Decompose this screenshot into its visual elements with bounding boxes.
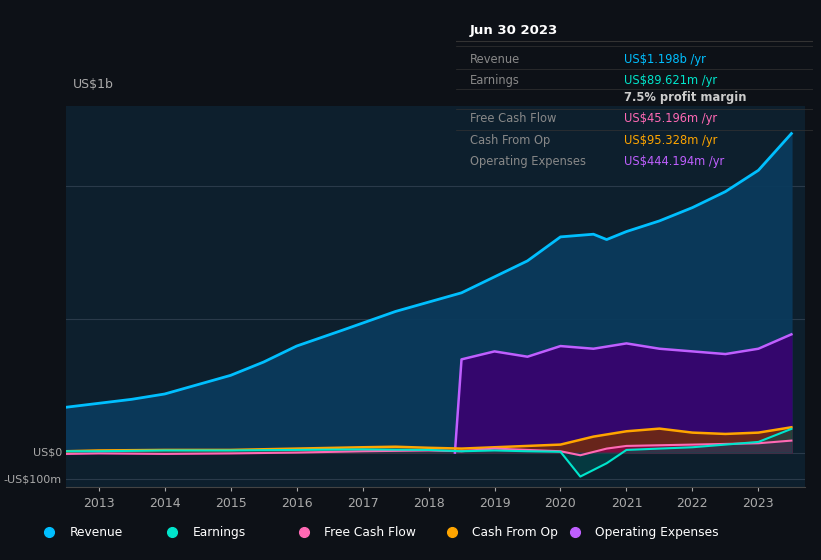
Text: Operating Expenses: Operating Expenses [470,155,586,168]
Text: Jun 30 2023: Jun 30 2023 [470,25,558,38]
Text: Revenue: Revenue [70,526,123,539]
Text: US$1.198b /yr: US$1.198b /yr [623,53,705,66]
Text: Cash From Op: Cash From Op [470,133,550,147]
Text: Operating Expenses: Operating Expenses [595,526,719,539]
Text: 7.5% profit margin: 7.5% profit margin [623,91,746,104]
Text: US$444.194m /yr: US$444.194m /yr [623,155,724,168]
Text: US$0: US$0 [33,447,62,458]
Text: US$95.328m /yr: US$95.328m /yr [623,133,717,147]
Text: Earnings: Earnings [193,526,246,539]
Text: US$45.196m /yr: US$45.196m /yr [623,112,717,125]
Text: Free Cash Flow: Free Cash Flow [470,112,557,125]
Text: US$1b: US$1b [73,78,114,91]
Text: Free Cash Flow: Free Cash Flow [324,526,416,539]
Text: Cash From Op: Cash From Op [472,526,558,539]
Text: Revenue: Revenue [470,53,521,66]
Text: Earnings: Earnings [470,74,520,87]
Text: -US$100m: -US$100m [4,474,62,484]
Text: US$89.621m /yr: US$89.621m /yr [623,74,717,87]
